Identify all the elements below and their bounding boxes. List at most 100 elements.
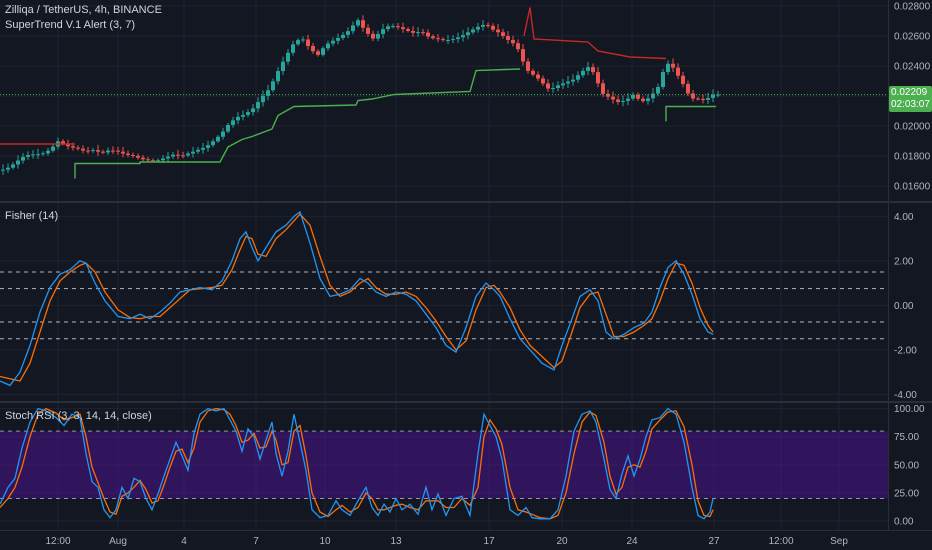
candle-body xyxy=(391,26,395,28)
candle-body xyxy=(136,155,140,158)
stoch-band xyxy=(0,431,888,499)
candle-body xyxy=(491,25,495,30)
candle-body xyxy=(6,167,10,170)
candle-body xyxy=(481,24,485,27)
x-tick-label: 20 xyxy=(556,536,568,547)
candle-body xyxy=(241,114,245,117)
candle-body xyxy=(686,84,690,94)
candle-body xyxy=(61,141,65,144)
candle-body xyxy=(171,154,175,157)
candle-body xyxy=(201,147,205,150)
y-tick-label: 0.02000 xyxy=(894,122,931,133)
candle-body xyxy=(151,160,155,162)
y-tick-label: 0.02600 xyxy=(894,32,931,43)
candle-body xyxy=(186,153,190,156)
candle-body xyxy=(156,160,160,162)
candle-body xyxy=(511,39,515,44)
candle-body xyxy=(556,85,560,89)
candle-body xyxy=(466,32,470,36)
candle-body xyxy=(121,151,125,154)
y-tick-label: 50.00 xyxy=(894,460,919,471)
symbol-title[interactable]: Zilliqa / TetherUS, 4h, BINANCE xyxy=(5,4,162,16)
candle-body xyxy=(341,34,345,38)
candle-body xyxy=(446,40,450,42)
candle-body xyxy=(611,96,615,100)
candle-body xyxy=(616,99,620,102)
candle-body xyxy=(251,108,255,113)
x-tick-label: 13 xyxy=(390,536,402,547)
y-tick-label: 0.00 xyxy=(894,301,914,312)
supertrend-down-line xyxy=(523,7,667,60)
candle-body xyxy=(601,83,605,94)
x-tick-label: 12:00 xyxy=(45,536,70,547)
candle-body xyxy=(546,83,550,89)
supertrend-title[interactable]: SuperTrend V.1 Alert (3, 7) xyxy=(5,19,136,31)
candle-body xyxy=(221,131,225,137)
candle-body xyxy=(146,159,150,161)
candle-body xyxy=(196,149,200,152)
x-tick-label: Aug xyxy=(109,536,127,547)
y-tick-label: -4.00 xyxy=(894,390,917,401)
candle-body xyxy=(426,32,430,37)
candle-body xyxy=(456,37,460,40)
candle-body xyxy=(106,150,110,153)
candle-body xyxy=(436,38,440,40)
candle-body xyxy=(541,78,545,84)
candle-body xyxy=(271,81,275,91)
candle-body xyxy=(1,169,5,171)
candle-body xyxy=(351,25,355,32)
candle-body xyxy=(576,75,580,80)
stoch-rsi-title[interactable]: Stoch RSI (3, 3, 14, 14, close) xyxy=(5,410,152,422)
x-tick-label: 17 xyxy=(483,536,495,547)
candle-body xyxy=(626,98,630,101)
candle-body xyxy=(596,72,600,84)
candle-body xyxy=(471,29,475,33)
y-tick-label: 0.02800 xyxy=(894,2,931,13)
candle-body xyxy=(606,93,610,97)
candle-body xyxy=(51,146,55,151)
candle-body xyxy=(281,61,285,72)
candle-body xyxy=(401,27,405,30)
candle-body xyxy=(11,164,15,168)
x-tick-label: 7 xyxy=(253,536,259,547)
candle-body xyxy=(161,158,165,161)
candle-body xyxy=(111,150,115,152)
fisher-title[interactable]: Fisher (14) xyxy=(5,210,59,222)
x-tick-label: 12:00 xyxy=(768,536,793,547)
y-tick-label: 0.00 xyxy=(894,517,914,528)
candle-body xyxy=(286,52,290,62)
y-tick-label: 2.00 xyxy=(894,256,914,267)
candle-body xyxy=(506,36,510,40)
candle-body xyxy=(521,49,525,62)
candle-body xyxy=(71,146,75,148)
candle-body xyxy=(91,150,95,152)
candle-body xyxy=(431,36,435,39)
candle-body xyxy=(126,153,130,155)
y-tick-label: 25.00 xyxy=(894,488,919,499)
candle-body xyxy=(346,31,350,35)
candle-body xyxy=(191,151,195,154)
candle-body xyxy=(326,43,330,49)
candle-body xyxy=(501,32,505,36)
y-tick-label: 4.00 xyxy=(894,212,914,223)
candle-body xyxy=(266,90,270,96)
candle-body xyxy=(366,27,370,34)
candle-body xyxy=(621,100,625,102)
y-tick-label: 100.00 xyxy=(894,404,925,415)
candle-body xyxy=(246,112,250,115)
candle-body xyxy=(116,150,120,152)
candle-body xyxy=(586,67,590,71)
candle-body xyxy=(591,67,595,73)
candle-body xyxy=(336,37,340,41)
candle-body xyxy=(261,95,265,103)
candle-body xyxy=(371,33,375,39)
candle-body xyxy=(21,156,25,161)
candle-body xyxy=(166,156,170,159)
candle-body xyxy=(516,43,520,50)
candle-body xyxy=(356,20,360,26)
candle-body xyxy=(416,32,420,34)
candle-body xyxy=(231,120,235,125)
candle-body xyxy=(646,98,650,102)
candle-body xyxy=(181,155,185,157)
candle-body xyxy=(31,154,35,156)
